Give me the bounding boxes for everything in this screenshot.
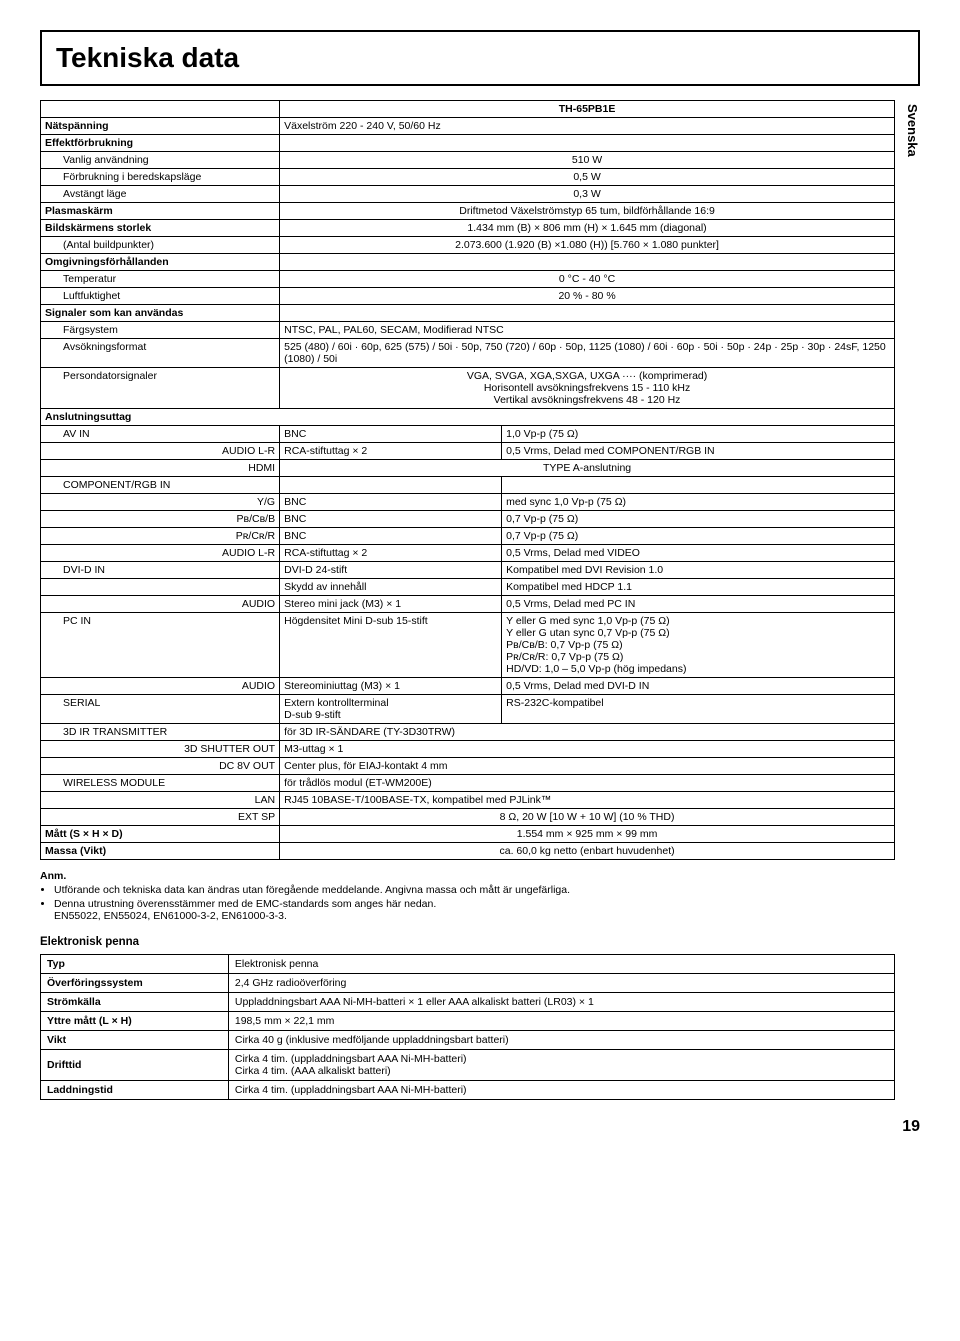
note-item: Utförande och tekniska data kan ändras u…: [54, 884, 895, 896]
note-item: Denna utrustning överensstämmer med de E…: [54, 898, 895, 922]
notes-section: Anm. Utförande och tekniska data kan änd…: [40, 870, 895, 922]
pen-heading: Elektronisk penna: [40, 936, 895, 948]
pen-table: TypElektronisk pennaÖverföringssystem2,4…: [40, 954, 895, 1100]
notes-list: Utförande och tekniska data kan ändras u…: [40, 884, 895, 922]
language-side-label: Svenska: [905, 100, 920, 1100]
left-column: TH-65PB1ENätspänningVäxelström 220 - 240…: [40, 100, 895, 1100]
title-box: Tekniska data: [40, 30, 920, 86]
page-title: Tekniska data: [56, 42, 904, 74]
notes-heading: Anm.: [40, 870, 66, 882]
page-number: 19: [40, 1118, 920, 1136]
spec-table: TH-65PB1ENätspänningVäxelström 220 - 240…: [40, 100, 895, 860]
content-wrap: TH-65PB1ENätspänningVäxelström 220 - 240…: [40, 100, 920, 1100]
